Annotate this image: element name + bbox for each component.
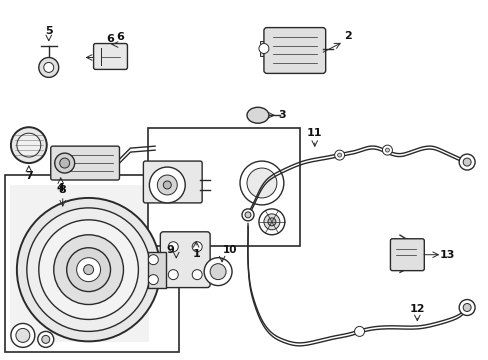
Bar [5,175,179,352]
Circle shape [60,158,69,168]
Text: 4: 4 [57,183,64,193]
Circle shape [11,323,35,347]
Circle shape [240,161,283,205]
Circle shape [259,209,285,235]
Circle shape [168,242,178,252]
Text: 10: 10 [223,245,237,255]
Bar [148,252,166,288]
FancyBboxPatch shape [93,44,127,69]
Circle shape [38,332,54,347]
FancyBboxPatch shape [160,232,210,288]
Circle shape [39,58,59,77]
Circle shape [192,242,202,252]
Text: 6: 6 [106,33,114,44]
Circle shape [462,158,470,166]
Circle shape [244,212,250,218]
Circle shape [39,220,138,319]
Circle shape [27,208,150,332]
Text: ← 6: ← 6 [73,50,75,51]
Circle shape [66,248,110,292]
Bar [148,128,299,246]
Circle shape [168,270,178,280]
Circle shape [54,235,123,305]
Bar [10,185,149,342]
Circle shape [148,255,158,265]
Circle shape [259,44,268,54]
Circle shape [44,62,54,72]
Text: 7: 7 [25,171,33,181]
Text: 9: 9 [166,245,174,255]
Circle shape [462,303,470,311]
Circle shape [41,336,50,343]
Text: 1: 1 [192,249,200,259]
Circle shape [354,327,364,336]
Circle shape [192,270,202,280]
Circle shape [334,150,344,160]
Circle shape [210,264,225,280]
Circle shape [149,167,185,203]
Circle shape [11,127,47,163]
Text: 11: 11 [306,128,322,138]
Circle shape [203,258,232,285]
Text: 3: 3 [278,110,285,120]
Text: 2: 2 [343,31,351,41]
Circle shape [163,181,171,189]
Circle shape [264,214,279,230]
Circle shape [83,265,93,275]
Circle shape [77,258,101,282]
Circle shape [17,133,41,157]
FancyBboxPatch shape [264,28,325,73]
Circle shape [337,153,341,157]
Text: 6: 6 [116,32,124,41]
Circle shape [55,153,75,173]
Circle shape [267,218,275,226]
FancyBboxPatch shape [143,161,202,203]
Circle shape [16,328,30,342]
Ellipse shape [246,107,268,123]
Circle shape [242,209,253,221]
Circle shape [17,198,160,341]
FancyBboxPatch shape [51,146,119,180]
Circle shape [458,154,474,170]
FancyBboxPatch shape [389,239,424,271]
Circle shape [458,300,474,315]
Text: 12: 12 [409,305,424,315]
Bar [260,41,267,57]
Circle shape [148,275,158,285]
Circle shape [157,175,177,195]
Circle shape [385,148,388,152]
Circle shape [382,145,392,155]
Text: 5: 5 [45,26,53,36]
Circle shape [246,168,276,198]
Text: 13: 13 [439,250,454,260]
Text: 8: 8 [59,185,66,195]
